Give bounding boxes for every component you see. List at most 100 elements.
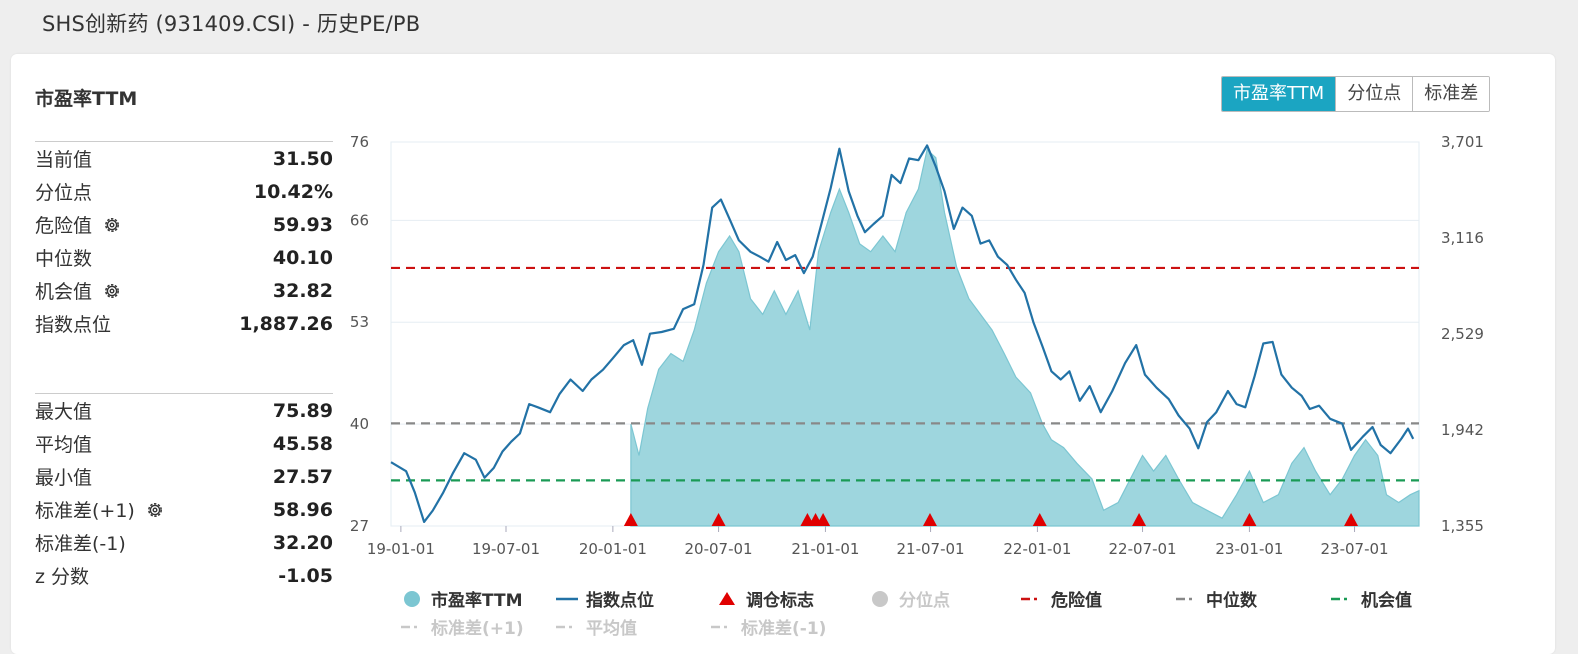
stat-value: 59.93	[272, 213, 333, 236]
left-tick-label: 53	[350, 313, 369, 331]
x-tick-label: 19-07-01	[472, 540, 540, 558]
dash-legend-icon	[711, 618, 733, 636]
right-tick-label: 2,529	[1441, 325, 1484, 343]
x-tick-label: 19-01-01	[367, 540, 435, 558]
right-tick-label: 3,701	[1441, 133, 1484, 151]
stat-label: 危险值	[35, 211, 122, 238]
rebalance-marker	[922, 513, 937, 526]
dash-legend-icon	[401, 618, 423, 636]
stat-row: 机会值 32.82	[35, 274, 333, 307]
stat-label: 当前值	[35, 145, 92, 172]
rebalance-marker	[1344, 513, 1359, 526]
stat-row: 标准差(-1) 32.20	[35, 526, 333, 559]
right-tick-label: 3,116	[1441, 229, 1484, 247]
valuation-card: 市盈率TTM 市盈率TTM 分位点 标准差 当前值 31.50 分位点 10.42% 危…	[11, 54, 1555, 654]
stat-value: -1.05	[278, 564, 333, 587]
stat-value: 1,887.26	[239, 312, 333, 335]
stat-row: 平均值 45.58	[35, 427, 333, 460]
stat-label: 分位点	[35, 178, 92, 205]
legend-label: 机会值	[1361, 591, 1412, 611]
legend-label: 标准差(-1)	[741, 619, 827, 639]
line-legend-icon	[556, 590, 578, 608]
stat-label: 机会值	[35, 277, 122, 304]
legend-item[interactable]: 标准差(+1)	[401, 614, 524, 639]
gear-icon[interactable]	[102, 215, 122, 235]
pe-area-series	[630, 148, 1420, 527]
stat-row: 中位数 40.10	[35, 241, 333, 274]
stat-label-text: 最大值	[35, 401, 93, 423]
gear-icon[interactable]	[145, 500, 165, 520]
stat-value: 32.20	[272, 531, 333, 554]
legend-item[interactable]: 机会值	[1331, 586, 1412, 611]
stat-row: 危险值 59.93	[35, 208, 333, 241]
stat-label: 中位数	[35, 244, 92, 271]
dash-legend-icon	[1021, 590, 1043, 608]
legend-label: 中位数	[1206, 591, 1257, 611]
stat-row: z 分数 -1.05	[35, 559, 333, 592]
stat-label-text: 中位数	[35, 248, 93, 270]
stat-value: 31.50	[272, 147, 333, 170]
stat-label-text: 最小值	[35, 467, 93, 489]
rebalance-marker	[623, 513, 638, 526]
tab-percentile[interactable]: 分位点	[1335, 77, 1413, 111]
legend-label: 分位点	[899, 591, 950, 611]
x-tick-label: 23-01-01	[1215, 540, 1283, 558]
rebalance-marker	[1032, 513, 1047, 526]
legend-item[interactable]: 标准差(-1)	[711, 614, 826, 639]
legend-label: 指数点位	[586, 591, 654, 611]
left-tick-label: 66	[350, 211, 369, 229]
gear-icon[interactable]	[102, 281, 122, 301]
right-tick-label: 1,942	[1441, 421, 1484, 439]
stat-label: 最大值	[35, 397, 92, 424]
rebalance-marker	[816, 513, 831, 526]
stat-label-text: 平均值	[35, 434, 93, 456]
tab-std-dev[interactable]: 标准差	[1412, 77, 1490, 111]
stat-label-text: 标准差(-1)	[35, 533, 126, 555]
stat-label: 平均值	[35, 430, 92, 457]
x-tick-label: 20-01-01	[579, 540, 647, 558]
stat-row: 分位点 10.42%	[35, 175, 333, 208]
legend-label: 市盈率TTM	[431, 591, 523, 611]
legend-label: 调仓标志	[746, 591, 814, 611]
dash-legend-icon	[556, 618, 578, 636]
stat-label-text: 分位点	[35, 182, 93, 204]
stat-row: 当前值 31.50	[35, 142, 333, 175]
legend-item[interactable]: 指数点位	[556, 586, 654, 611]
circle-legend-icon	[869, 590, 891, 608]
stat-label: z 分数	[35, 562, 89, 589]
current-stats: 当前值 31.50 分位点 10.42% 危险值 59.93 中位数 40.10 机会值 32.8…	[35, 141, 333, 340]
left-tick-label: 76	[350, 133, 369, 151]
left-tick-label: 40	[350, 415, 369, 433]
legend-item[interactable]: 平均值	[556, 614, 637, 639]
tab-pe-ttm[interactable]: 市盈率TTM	[1222, 77, 1336, 111]
stat-label: 标准差(+1)	[35, 496, 165, 523]
stat-label-text: 当前值	[35, 149, 93, 171]
x-tick-label: 20-07-01	[685, 540, 753, 558]
x-tick-label: 23-07-01	[1320, 540, 1388, 558]
stat-label-text: 危险值	[35, 215, 93, 237]
dash-legend-icon	[1331, 590, 1353, 608]
legend-item[interactable]: 中位数	[1176, 586, 1257, 611]
legend-item[interactable]: 市盈率TTM	[401, 586, 523, 611]
rebalance-marker	[1132, 513, 1147, 526]
x-tick-label: 22-01-01	[1003, 540, 1071, 558]
index-line-series	[390, 144, 1415, 523]
stat-value: 10.42%	[253, 180, 333, 203]
pe-chart: 76 66 53 40 27 3,701 3,116 2,529 1,942 1,355 19-01…	[350, 133, 1484, 558]
stat-value: 40.10	[272, 246, 333, 269]
stat-row: 标准差(+1) 58.96	[35, 493, 333, 526]
stat-value: 75.89	[272, 399, 333, 422]
stat-value: 45.58	[272, 432, 333, 455]
stat-row: 最小值 27.57	[35, 460, 333, 493]
x-tick-label: 21-07-01	[897, 540, 965, 558]
legend-item[interactable]: 调仓标志	[716, 586, 814, 611]
stat-label: 最小值	[35, 463, 92, 490]
stat-label: 标准差(-1)	[35, 529, 126, 556]
stat-label-text: 机会值	[35, 281, 93, 303]
legend-item[interactable]: 分位点	[869, 586, 950, 611]
x-tick-label: 22-07-01	[1108, 540, 1176, 558]
stat-row: 指数点位 1,887.26	[35, 307, 333, 340]
legend-item[interactable]: 危险值	[1021, 586, 1102, 611]
left-tick-label: 27	[350, 517, 369, 535]
summary-stats: 最大值 75.89 平均值 45.58 最小值 27.57 标准差(+1) 58.96 标准差(…	[35, 393, 333, 592]
